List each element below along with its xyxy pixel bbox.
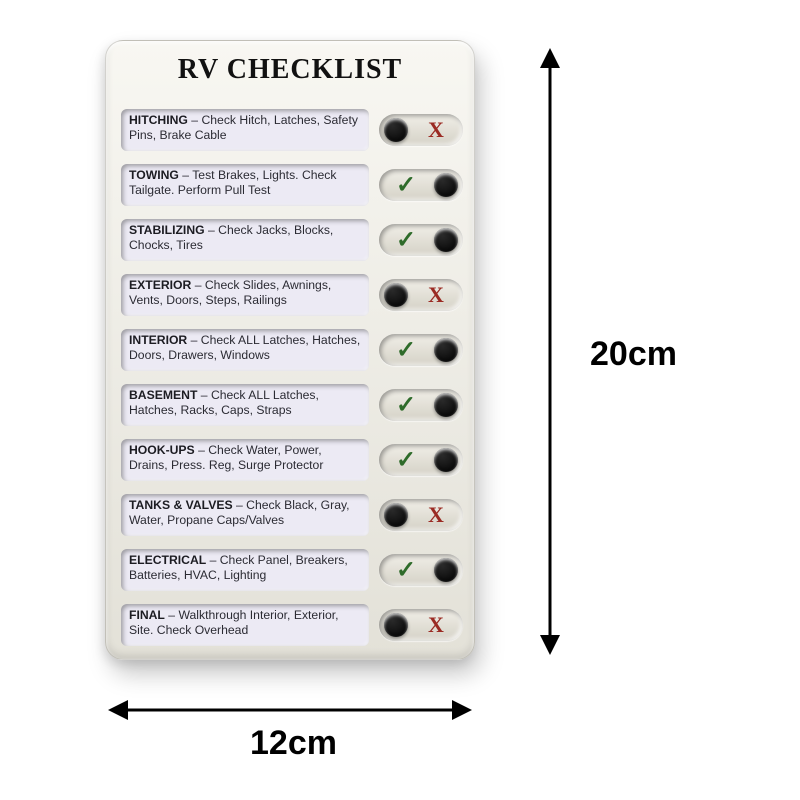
checklist-row: FINAL – Walkthrough Interior, Exterior, … [105,597,475,652]
check-icon: ✓ [381,225,431,254]
checklist-item-slot: HOOK-UPS – Check Water, Power, Drains, P… [121,439,369,481]
checklist-toggle[interactable]: ✓ [379,224,463,256]
dimension-label-width: 12cm [250,724,337,763]
checklist-item-text: STABILIZING – Check Jacks, Blocks, Chock… [129,223,361,254]
checklist-item-slot: BASEMENT – Check ALL Latches, Hatches, R… [121,384,369,426]
checklist-item-slot: HITCHING – Check Hitch, Latches, Safety … [121,109,369,151]
checklist-item-text: TOWING – Test Brakes, Lights. Check Tail… [129,168,361,199]
toggle-knob [434,558,458,582]
checklist-rows: HITCHING – Check Hitch, Latches, Safety … [105,102,475,652]
checklist-item-text: HITCHING – Check Hitch, Latches, Safety … [129,113,361,144]
check-icon: ✓ [381,170,431,199]
checklist-item-slot: TANKS & VALVES – Check Black, Gray, Wate… [121,494,369,536]
toggle-knob [384,613,408,637]
checklist-item-slot: TOWING – Test Brakes, Lights. Check Tail… [121,164,369,206]
check-icon: ✓ [381,390,431,419]
checklist-toggle[interactable]: ✓ [379,169,463,201]
board-title: RV CHECKLIST [105,54,475,86]
cross-icon: X [411,282,461,308]
checklist-item-slot: EXTERIOR – Check Slides, Awnings, Vents,… [121,274,369,316]
dimension-label-height: 20cm [590,335,677,374]
checklist-item-text: TANKS & VALVES – Check Black, Gray, Wate… [129,498,361,529]
cross-icon: X [411,502,461,528]
check-icon: ✓ [381,445,431,474]
checklist-toggle[interactable]: ✓ [379,389,463,421]
checklist-item-slot: STABILIZING – Check Jacks, Blocks, Chock… [121,219,369,261]
cross-icon: X [411,612,461,638]
toggle-knob [434,448,458,472]
toggle-knob [434,393,458,417]
checklist-toggle[interactable]: X [379,279,463,311]
checklist-toggle[interactable]: X [379,609,463,641]
checklist-row: INTERIOR – Check ALL Latches, Hatches, D… [105,322,475,377]
checklist-item-slot: ELECTRICAL – Check Panel, Breakers, Batt… [121,549,369,591]
toggle-knob [384,503,408,527]
checklist-row: TOWING – Test Brakes, Lights. Check Tail… [105,157,475,212]
checklist-item-text: BASEMENT – Check ALL Latches, Hatches, R… [129,388,361,419]
toggle-knob [434,228,458,252]
checklist-item-slot: FINAL – Walkthrough Interior, Exterior, … [121,604,369,646]
checklist-item-text: FINAL – Walkthrough Interior, Exterior, … [129,608,361,639]
checklist-toggle[interactable]: X [379,499,463,531]
dimension-arrow-width [108,700,472,720]
checklist-item-text: ELECTRICAL – Check Panel, Breakers, Batt… [129,553,361,584]
toggle-knob [434,173,458,197]
toggle-knob [384,118,408,142]
checklist-item-slot: INTERIOR – Check ALL Latches, Hatches, D… [121,329,369,371]
checklist-item-text: EXTERIOR – Check Slides, Awnings, Vents,… [129,278,361,309]
checklist-item-text: INTERIOR – Check ALL Latches, Hatches, D… [129,333,361,364]
checklist-row: HITCHING – Check Hitch, Latches, Safety … [105,102,475,157]
checklist-row: STABILIZING – Check Jacks, Blocks, Chock… [105,212,475,267]
toggle-knob [434,338,458,362]
checklist-row: BASEMENT – Check ALL Latches, Hatches, R… [105,377,475,432]
checklist-row: TANKS & VALVES – Check Black, Gray, Wate… [105,487,475,542]
checklist-toggle[interactable]: X [379,114,463,146]
check-icon: ✓ [381,335,431,364]
cross-icon: X [411,117,461,143]
dimension-arrow-height [540,48,560,655]
checklist-toggle[interactable]: ✓ [379,554,463,586]
checklist-row: EXTERIOR – Check Slides, Awnings, Vents,… [105,267,475,322]
checklist-item-text: HOOK-UPS – Check Water, Power, Drains, P… [129,443,361,474]
checklist-toggle[interactable]: ✓ [379,334,463,366]
check-icon: ✓ [381,555,431,584]
checklist-row: HOOK-UPS – Check Water, Power, Drains, P… [105,432,475,487]
checklist-toggle[interactable]: ✓ [379,444,463,476]
checklist-row: ELECTRICAL – Check Panel, Breakers, Batt… [105,542,475,597]
toggle-knob [384,283,408,307]
